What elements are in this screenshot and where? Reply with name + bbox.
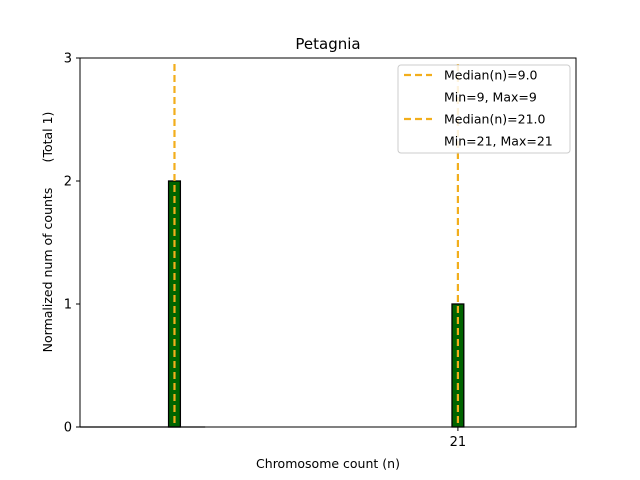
y-tick-label-2: 2 — [64, 175, 72, 190]
legend-sublabel-0: Min=9, Max=9 — [444, 90, 537, 105]
legend-label-1: Median(n)=21.0 — [444, 112, 545, 127]
y-tick-label-3: 3 — [64, 52, 72, 67]
legend-label-0: Median(n)=9.0 — [444, 68, 538, 83]
chart-title: Petagnia — [295, 35, 360, 53]
x-axis-ticks: 21 — [450, 427, 467, 450]
legend-box — [397, 64, 571, 154]
x-axis-label: Chromosome count (n) — [256, 456, 400, 471]
y-tick-label-0: 0 — [64, 421, 72, 436]
legend: Median(n)=9.0 Min=9, Max=9 Median(n)=21.0 M… — [397, 64, 571, 154]
legend-sublabel-1: Min=21, Max=21 — [444, 134, 553, 149]
y-axis-label: Normalized num of counts — [40, 188, 55, 353]
y-tick-label-1: 1 — [64, 298, 72, 313]
y-axis-ticks: 0 1 2 3 — [64, 52, 80, 436]
y-axis-label-total: (Total 1) — [40, 112, 55, 163]
plot-frame — [79, 57, 577, 428]
x-tick-label-0: 21 — [450, 435, 467, 450]
bars-group — [80, 180, 465, 428]
bar-0 — [167, 180, 182, 428]
